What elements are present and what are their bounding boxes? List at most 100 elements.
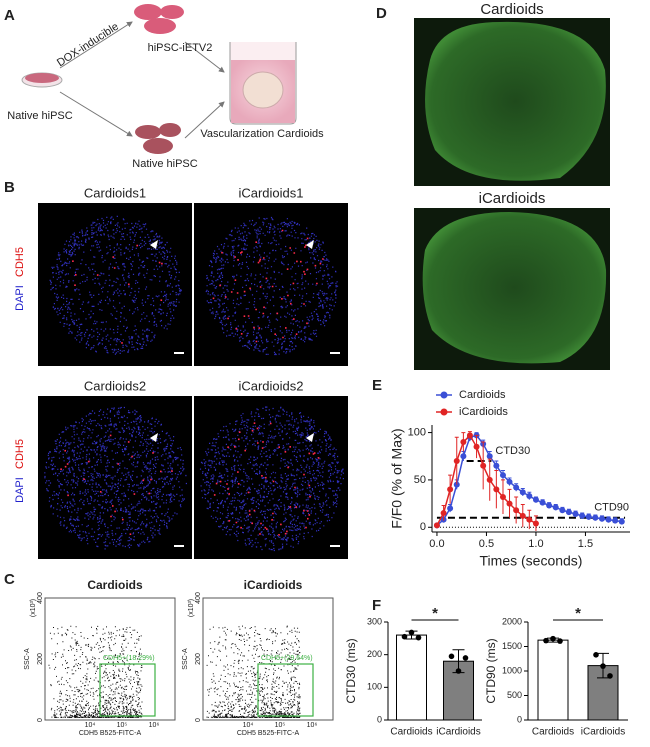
data-point <box>460 453 467 460</box>
panel-label: C <box>4 571 15 588</box>
stain-label: CDH5 <box>14 439 26 469</box>
micrograph <box>38 203 192 366</box>
bar <box>537 639 569 721</box>
data-point <box>618 518 625 525</box>
arrowhead <box>306 433 314 442</box>
schematic-label: DOX-inducible <box>55 21 121 70</box>
flow-title: Cardioids <box>87 578 143 592</box>
x-tick-label: 0.5 <box>479 538 494 550</box>
schematic <box>21 4 297 154</box>
data-point <box>415 634 422 641</box>
axis-multiplier: (x10³) <box>188 599 195 617</box>
y-tick-label: 200 <box>37 653 44 665</box>
y-tick-label: 500 <box>507 690 522 700</box>
data-point <box>473 443 480 450</box>
y-tick-label: 0 <box>195 718 202 722</box>
data-point <box>607 673 613 679</box>
image-title: iCardioids2 <box>238 378 303 393</box>
flow-frame <box>44 597 176 721</box>
x-tick-label: 10⁴ <box>85 722 96 729</box>
panel-label: B <box>4 179 15 196</box>
y-axis-title: F/F0 (% of Max) <box>389 428 405 528</box>
data-point <box>585 513 592 520</box>
data-point <box>493 486 500 493</box>
image-title: iCardioids1 <box>238 185 303 200</box>
data-point <box>513 507 520 514</box>
data-point <box>448 653 455 660</box>
significance: * <box>432 605 438 622</box>
x-tick-label: iCardioids <box>581 727 625 738</box>
data-point <box>612 517 619 524</box>
axis-multiplier: (x10³) <box>30 599 37 617</box>
axis-title: SSC-A <box>182 648 189 670</box>
stain-label: DAPI <box>14 477 26 503</box>
y-tick-label: 0 <box>37 718 44 722</box>
flow-events <box>206 625 301 718</box>
legend-marker <box>440 408 448 416</box>
data-point <box>460 439 467 446</box>
data-point <box>532 520 539 527</box>
data-point <box>480 462 487 469</box>
stain-label: DAPI <box>14 285 26 311</box>
gate <box>99 663 156 717</box>
data-point <box>532 496 539 503</box>
image-title: Cardioids <box>480 1 543 18</box>
x-tick-label: 1.0 <box>528 538 543 550</box>
data-point <box>506 478 513 485</box>
data-point <box>401 633 408 640</box>
data-point <box>513 484 520 491</box>
y-tick-label: 200 <box>195 653 202 665</box>
legend-label: iCardioids <box>459 406 508 418</box>
flow-events <box>48 625 143 718</box>
reference-label: CTD90 <box>594 502 629 514</box>
y-tick-label: 0 <box>377 714 382 724</box>
y-tick-label: 200 <box>367 649 382 659</box>
data-point <box>526 516 533 523</box>
data-point <box>552 504 559 511</box>
data-point <box>447 505 454 512</box>
axis-title: SSC-A <box>24 648 31 670</box>
data-point <box>572 511 579 518</box>
x-tick-label: 10⁵ <box>117 722 128 729</box>
data-point <box>557 638 563 644</box>
x-tick-label: Cardioids <box>390 727 432 738</box>
y-tick-label: 100 <box>367 682 382 692</box>
calcium-images <box>414 18 610 370</box>
data-point <box>486 476 493 483</box>
data-point <box>519 489 526 496</box>
y-tick-label: 0 <box>517 714 522 724</box>
y-tick-label: 0 <box>420 521 426 533</box>
charts: 0 50 100 0.0 0.5 1.0 1.5 Times (seconds) F/F0 (%… <box>344 389 630 738</box>
data-point <box>499 493 506 500</box>
y-tick-label: 1500 <box>502 641 522 651</box>
schematic-label: Vascularization Cardioids <box>200 128 324 140</box>
flow-plots: CDH5+(18.29%) CDH5 B525-FITC-A SSC-A (x10³)… <box>24 592 334 737</box>
legend-label: Cardioids <box>459 389 506 401</box>
image-title: Cardioids1 <box>84 185 146 200</box>
x-axis-title: Times (seconds) <box>480 553 583 569</box>
x-tick-label: 0.0 <box>429 538 444 550</box>
panel-label: D <box>376 5 387 22</box>
data-point <box>559 507 566 514</box>
data-point <box>499 472 506 479</box>
x-tick-label: 10⁶ <box>149 722 160 729</box>
data-point <box>526 493 533 500</box>
arrowhead <box>150 433 158 442</box>
y-tick-label: 100 <box>408 426 426 438</box>
legend-marker <box>440 391 448 399</box>
y-tick-label: 50 <box>414 474 426 486</box>
x-tick-label: 1.5 <box>578 538 593 550</box>
significance: * <box>575 605 581 622</box>
schematic-label: hiPSC-iETV2 <box>148 42 213 54</box>
panel-label: A <box>4 7 15 24</box>
x-tick-label: Cardioids <box>532 727 574 738</box>
micrograph <box>38 396 192 559</box>
gate-label: CDH5+(18.29%) <box>103 655 155 662</box>
arrowhead <box>150 240 158 249</box>
data-point <box>519 512 526 519</box>
panel-label: E <box>372 377 382 394</box>
flow-frame <box>202 597 334 721</box>
data-point <box>598 515 605 522</box>
axis-title: CDH5 B525-FITC-A <box>79 730 142 737</box>
y-tick-label: 2000 <box>502 616 522 626</box>
